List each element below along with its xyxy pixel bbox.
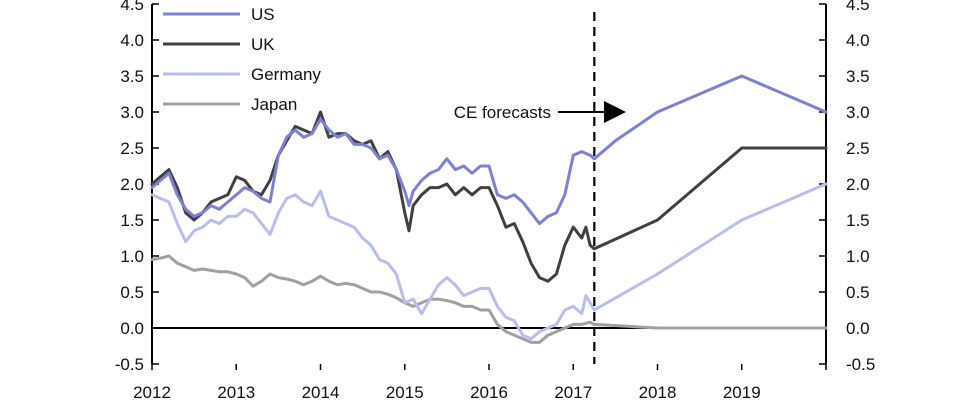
series-line-japan: [150, 254, 828, 344]
legend: US UK Germany Japan: [163, 5, 321, 114]
x-tick-label: 2018: [639, 383, 677, 400]
legend-label-uk: UK: [251, 35, 275, 54]
right-y-tick-label: 3.0: [846, 103, 870, 122]
series-line-uk: [150, 110, 828, 283]
left-y-tick-label: 2.5: [120, 139, 144, 158]
left-y-tick-label: 2.0: [120, 175, 144, 194]
right-y-tick-label: 2.0: [846, 175, 870, 194]
x-tick-label: 2014: [302, 383, 340, 400]
legend-label-japan: Japan: [251, 95, 297, 114]
right-y-tick-label: 0.0: [846, 319, 870, 338]
left-y-tick-label: -0.5: [115, 355, 144, 374]
left-y-tick-label: 4.5: [120, 0, 144, 14]
series-lines: [150, 74, 828, 344]
left-y-tick-label: 4.0: [120, 31, 144, 50]
x-tick-label: 2012: [133, 383, 171, 400]
right-y-tick-label: 1.0: [846, 247, 870, 266]
legend-label-germany: Germany: [251, 65, 321, 84]
series-line-us: [150, 74, 828, 226]
left-y-tick-label: 0.0: [120, 319, 144, 338]
forecast-label: CE forecasts: [454, 103, 551, 122]
forecast-arrow-head-icon: [604, 101, 626, 123]
right-y-tick-label: 2.5: [846, 139, 870, 158]
right-y-tick-label: 4.5: [846, 0, 870, 14]
left-y-tick-label: 1.0: [120, 247, 144, 266]
right-y-tick-label: 1.5: [846, 211, 870, 230]
right-y-tick-label: 3.5: [846, 67, 870, 86]
x-tick-label: 2019: [723, 383, 761, 400]
tick-marks: -0.5 -0.5 0.0 0.0 0.5 0.5 1.0 1.0 1.5 1.5 2.0 2.0 2.…: [115, 0, 876, 402]
x-tick-label: 2016: [470, 383, 508, 400]
forecast-marker: CE forecasts: [454, 12, 626, 364]
left-y-tick-label: 3.5: [120, 67, 144, 86]
series-line-germany: [150, 182, 828, 341]
right-y-tick-label: -0.5: [846, 355, 875, 374]
left-y-tick-label: 3.0: [120, 103, 144, 122]
x-tick-label: 2013: [217, 383, 255, 400]
x-tick-label: 2017: [554, 383, 592, 400]
left-y-tick-label: 0.5: [120, 283, 144, 302]
x-tick-label: 2015: [386, 383, 424, 400]
right-y-tick-label: 4.0: [846, 31, 870, 50]
legend-label-us: US: [251, 5, 275, 24]
left-y-tick-label: 1.5: [120, 211, 144, 230]
right-y-tick-label: 0.5: [846, 283, 870, 302]
